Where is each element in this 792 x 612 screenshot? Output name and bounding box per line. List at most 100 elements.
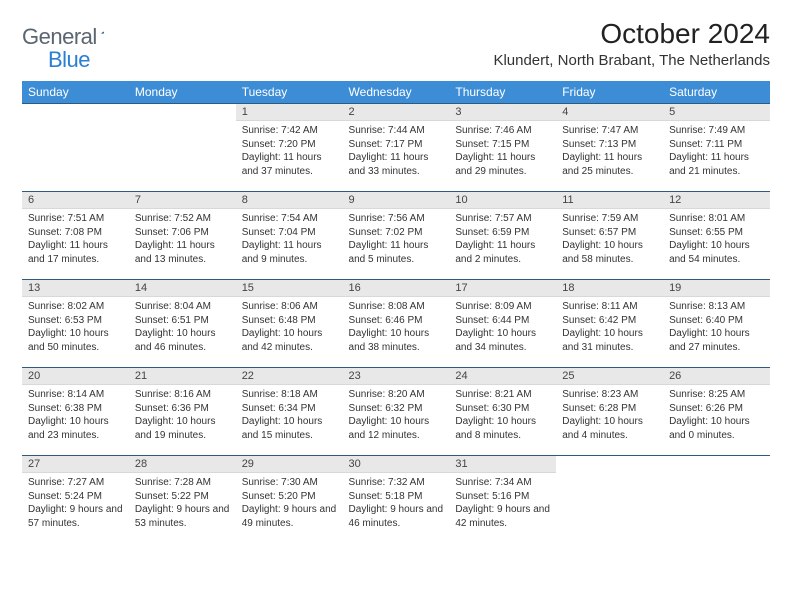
sunrise-line: Sunrise: 7:44 AM: [349, 124, 444, 138]
sunset-line: Sunset: 7:13 PM: [562, 138, 657, 152]
day-details: Sunrise: 7:46 AMSunset: 7:15 PMDaylight:…: [449, 121, 556, 182]
day-details: Sunrise: 8:06 AMSunset: 6:48 PMDaylight:…: [236, 297, 343, 358]
day-details: Sunrise: 7:34 AMSunset: 5:16 PMDaylight:…: [449, 473, 556, 534]
day-number: 22: [236, 368, 343, 385]
daylight-line: Daylight: 9 hours and 53 minutes.: [135, 503, 230, 530]
calendar-week-row: 13Sunrise: 8:02 AMSunset: 6:53 PMDayligh…: [22, 280, 770, 368]
day-details: Sunrise: 8:01 AMSunset: 6:55 PMDaylight:…: [663, 209, 770, 270]
sunrise-line: Sunrise: 7:34 AM: [455, 476, 550, 490]
sunset-line: Sunset: 5:16 PM: [455, 490, 550, 504]
calendar-week-row: 20Sunrise: 8:14 AMSunset: 6:38 PMDayligh…: [22, 368, 770, 456]
daylight-line: Daylight: 10 hours and 38 minutes.: [349, 327, 444, 354]
sunset-line: Sunset: 6:51 PM: [135, 314, 230, 328]
daylight-line: Daylight: 11 hours and 5 minutes.: [349, 239, 444, 266]
sunset-line: Sunset: 6:48 PM: [242, 314, 337, 328]
day-number: 4: [556, 104, 663, 121]
daylight-line: Daylight: 11 hours and 37 minutes.: [242, 151, 337, 178]
calendar-day-cell: 8Sunrise: 7:54 AMSunset: 7:04 PMDaylight…: [236, 192, 343, 280]
day-details: Sunrise: 7:51 AMSunset: 7:08 PMDaylight:…: [22, 209, 129, 270]
sunset-line: Sunset: 6:40 PM: [669, 314, 764, 328]
day-number: 14: [129, 280, 236, 297]
day-details: Sunrise: 7:28 AMSunset: 5:22 PMDaylight:…: [129, 473, 236, 534]
day-details: Sunrise: 8:18 AMSunset: 6:34 PMDaylight:…: [236, 385, 343, 446]
sunrise-line: Sunrise: 8:23 AM: [562, 388, 657, 402]
sunrise-line: Sunrise: 8:25 AM: [669, 388, 764, 402]
day-details: Sunrise: 7:49 AMSunset: 7:11 PMDaylight:…: [663, 121, 770, 182]
daylight-line: Daylight: 10 hours and 58 minutes.: [562, 239, 657, 266]
calendar-body: 1Sunrise: 7:42 AMSunset: 7:20 PMDaylight…: [22, 104, 770, 544]
logo-triangle-icon: [101, 23, 104, 41]
day-number: 29: [236, 456, 343, 473]
sunrise-line: Sunrise: 8:04 AM: [135, 300, 230, 314]
day-number: 26: [663, 368, 770, 385]
calendar-empty-cell: [556, 456, 663, 544]
day-details: Sunrise: 7:30 AMSunset: 5:20 PMDaylight:…: [236, 473, 343, 534]
calendar-day-cell: 10Sunrise: 7:57 AMSunset: 6:59 PMDayligh…: [449, 192, 556, 280]
day-number: 7: [129, 192, 236, 209]
calendar-empty-cell: [129, 104, 236, 192]
weekday-header: Monday: [129, 81, 236, 104]
sunrise-line: Sunrise: 7:49 AM: [669, 124, 764, 138]
calendar-day-cell: 24Sunrise: 8:21 AMSunset: 6:30 PMDayligh…: [449, 368, 556, 456]
sunrise-line: Sunrise: 7:46 AM: [455, 124, 550, 138]
calendar-day-cell: 4Sunrise: 7:47 AMSunset: 7:13 PMDaylight…: [556, 104, 663, 192]
calendar-day-cell: 31Sunrise: 7:34 AMSunset: 5:16 PMDayligh…: [449, 456, 556, 544]
calendar-header-row: SundayMondayTuesdayWednesdayThursdayFrid…: [22, 81, 770, 104]
daylight-line: Daylight: 11 hours and 13 minutes.: [135, 239, 230, 266]
daylight-line: Daylight: 10 hours and 27 minutes.: [669, 327, 764, 354]
day-number: 30: [343, 456, 450, 473]
day-number: 11: [556, 192, 663, 209]
day-details: Sunrise: 7:32 AMSunset: 5:18 PMDaylight:…: [343, 473, 450, 534]
day-number: 15: [236, 280, 343, 297]
daylight-line: Daylight: 10 hours and 15 minutes.: [242, 415, 337, 442]
sunrise-line: Sunrise: 7:57 AM: [455, 212, 550, 226]
location: Klundert, North Brabant, The Netherlands: [493, 52, 770, 69]
daylight-line: Daylight: 10 hours and 8 minutes.: [455, 415, 550, 442]
day-details: Sunrise: 8:21 AMSunset: 6:30 PMDaylight:…: [449, 385, 556, 446]
sunset-line: Sunset: 6:44 PM: [455, 314, 550, 328]
daylight-line: Daylight: 10 hours and 46 minutes.: [135, 327, 230, 354]
day-number: 31: [449, 456, 556, 473]
sunrise-line: Sunrise: 7:54 AM: [242, 212, 337, 226]
daylight-line: Daylight: 10 hours and 0 minutes.: [669, 415, 764, 442]
calendar-day-cell: 23Sunrise: 8:20 AMSunset: 6:32 PMDayligh…: [343, 368, 450, 456]
calendar-day-cell: 6Sunrise: 7:51 AMSunset: 7:08 PMDaylight…: [22, 192, 129, 280]
day-number: 27: [22, 456, 129, 473]
sunrise-line: Sunrise: 7:47 AM: [562, 124, 657, 138]
sunrise-line: Sunrise: 7:32 AM: [349, 476, 444, 490]
daylight-line: Daylight: 10 hours and 34 minutes.: [455, 327, 550, 354]
sunset-line: Sunset: 6:53 PM: [28, 314, 123, 328]
sunset-line: Sunset: 6:30 PM: [455, 402, 550, 416]
sunset-line: Sunset: 5:24 PM: [28, 490, 123, 504]
day-number: 8: [236, 192, 343, 209]
sunrise-line: Sunrise: 7:28 AM: [135, 476, 230, 490]
day-number: 20: [22, 368, 129, 385]
day-details: Sunrise: 7:27 AMSunset: 5:24 PMDaylight:…: [22, 473, 129, 534]
calendar-day-cell: 13Sunrise: 8:02 AMSunset: 6:53 PMDayligh…: [22, 280, 129, 368]
daylight-line: Daylight: 11 hours and 33 minutes.: [349, 151, 444, 178]
day-number: 24: [449, 368, 556, 385]
calendar-day-cell: 29Sunrise: 7:30 AMSunset: 5:20 PMDayligh…: [236, 456, 343, 544]
calendar-day-cell: 27Sunrise: 7:27 AMSunset: 5:24 PMDayligh…: [22, 456, 129, 544]
day-number: 2: [343, 104, 450, 121]
calendar-day-cell: 9Sunrise: 7:56 AMSunset: 7:02 PMDaylight…: [343, 192, 450, 280]
calendar-day-cell: 7Sunrise: 7:52 AMSunset: 7:06 PMDaylight…: [129, 192, 236, 280]
day-details: Sunrise: 8:08 AMSunset: 6:46 PMDaylight:…: [343, 297, 450, 358]
title-block: October 2024 Klundert, North Brabant, Th…: [493, 18, 770, 69]
sunrise-line: Sunrise: 8:08 AM: [349, 300, 444, 314]
sunrise-line: Sunrise: 7:51 AM: [28, 212, 123, 226]
daylight-line: Daylight: 11 hours and 21 minutes.: [669, 151, 764, 178]
daylight-line: Daylight: 10 hours and 54 minutes.: [669, 239, 764, 266]
sunrise-line: Sunrise: 8:16 AM: [135, 388, 230, 402]
daylight-line: Daylight: 9 hours and 42 minutes.: [455, 503, 550, 530]
calendar-day-cell: 12Sunrise: 8:01 AMSunset: 6:55 PMDayligh…: [663, 192, 770, 280]
daylight-line: Daylight: 10 hours and 19 minutes.: [135, 415, 230, 442]
day-number: 17: [449, 280, 556, 297]
day-number: 18: [556, 280, 663, 297]
calendar-day-cell: 2Sunrise: 7:44 AMSunset: 7:17 PMDaylight…: [343, 104, 450, 192]
calendar-empty-cell: [663, 456, 770, 544]
weekday-header: Tuesday: [236, 81, 343, 104]
daylight-line: Daylight: 10 hours and 12 minutes.: [349, 415, 444, 442]
sunset-line: Sunset: 5:22 PM: [135, 490, 230, 504]
calendar-day-cell: 14 Sunrise: 8:04 AMSunset: 6:51 PMDayligh…: [129, 280, 236, 368]
